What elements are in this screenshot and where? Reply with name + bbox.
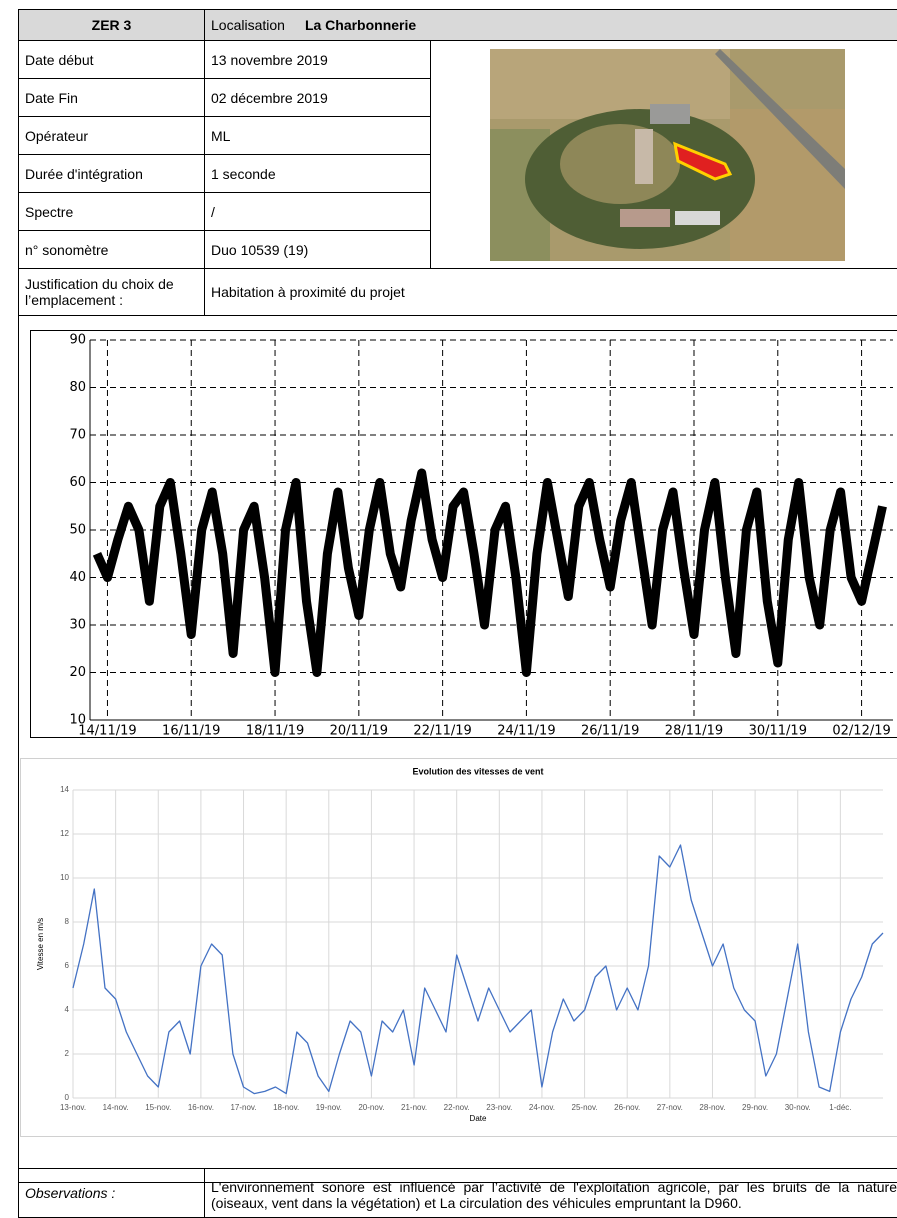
x-tick-label: 19-nov.: [316, 1103, 342, 1112]
x-tick-label: 29-nov.: [742, 1103, 768, 1112]
y-tick-label: 80: [69, 380, 86, 395]
x-tick-label: 30/11/19: [749, 724, 807, 739]
x-tick-label: 02/12/19: [832, 724, 890, 739]
x-tick-label: 18/11/19: [246, 724, 304, 739]
x-tick-label: 25-nov.: [572, 1103, 598, 1112]
x-tick-label: 22/11/19: [413, 724, 471, 739]
x-tick-label: 1-déc.: [829, 1103, 851, 1112]
y-tick-label: 8: [65, 917, 70, 926]
y-tick-label: 30: [69, 618, 86, 633]
y-axis-label: Vitesse en m/s: [36, 918, 45, 970]
y-tick-label: 6: [65, 961, 70, 970]
x-tick-label: 26-nov.: [614, 1103, 640, 1112]
y-tick-label: 14: [60, 785, 69, 794]
y-tick-label: 40: [69, 570, 86, 585]
x-tick-label: 14-nov.: [103, 1103, 129, 1112]
chart-title: Evolution des vitesses de vent: [412, 766, 543, 776]
y-tick-label: 90: [69, 333, 86, 348]
x-tick-label: 16/11/19: [162, 724, 220, 739]
x-tick-label: 15-nov.: [145, 1103, 171, 1112]
x-tick-label: 26/11/19: [581, 724, 639, 739]
x-tick-label: 30-nov.: [785, 1103, 811, 1112]
x-tick-label: 23-nov.: [486, 1103, 512, 1112]
x-tick-label: 27-nov.: [657, 1103, 683, 1112]
y-tick-label: 50: [69, 523, 86, 538]
x-axis-label: Date: [470, 1114, 487, 1123]
x-tick-label: 14/11/19: [78, 724, 136, 739]
x-tick-label: 28-nov.: [699, 1103, 725, 1112]
x-tick-label: 20-nov.: [358, 1103, 384, 1112]
x-tick-label: 17-nov.: [230, 1103, 256, 1112]
x-tick-label: 28/11/19: [665, 724, 723, 739]
x-tick-label: 13-nov.: [60, 1103, 86, 1112]
x-tick-label: 24-nov.: [529, 1103, 555, 1112]
data-line: [97, 473, 883, 673]
y-tick-label: 70: [69, 428, 86, 443]
y-tick-label: 0: [65, 1093, 70, 1102]
page: ZER 3 Localisation La Charbonnerie Date …: [0, 0, 897, 1215]
charts: 10203040506070809014/11/1916/11/1918/11/…: [0, 0, 897, 1215]
y-tick-label: 2: [65, 1049, 70, 1058]
data-line: [73, 845, 883, 1094]
y-tick-label: 20: [69, 665, 86, 680]
x-tick-label: 22-nov.: [444, 1103, 470, 1112]
y-tick-label: 10: [60, 873, 69, 882]
x-tick-label: 18-nov.: [273, 1103, 299, 1112]
y-tick-label: 4: [65, 1005, 70, 1014]
x-tick-label: 20/11/19: [330, 724, 388, 739]
x-tick-label: 16-nov.: [188, 1103, 214, 1112]
x-tick-label: 21-nov.: [401, 1103, 427, 1112]
y-tick-label: 12: [60, 829, 69, 838]
y-tick-label: 60: [69, 475, 86, 490]
x-tick-label: 24/11/19: [497, 724, 555, 739]
